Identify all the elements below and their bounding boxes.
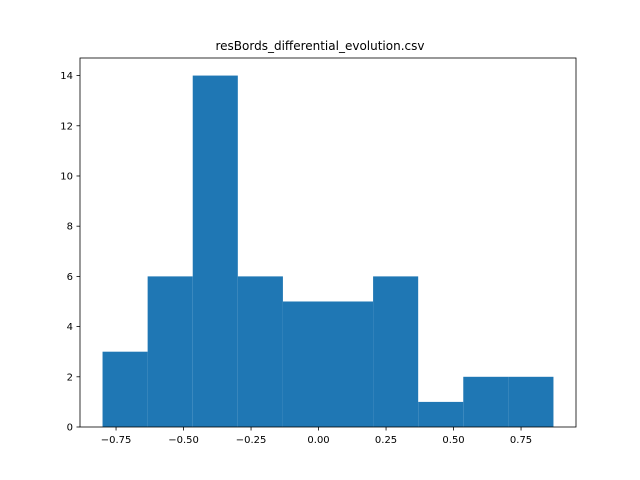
x-tick-label: 0.75: [510, 435, 532, 446]
histogram-bar: [192, 75, 238, 428]
y-tick-label: 8: [67, 222, 73, 233]
y-tick-label: 2: [67, 372, 73, 383]
x-tick-label: 0.25: [375, 435, 397, 446]
y-tick-label: 14: [60, 71, 73, 82]
histogram-bar: [328, 301, 374, 427]
x-axis-ticks: −0.75 −0.50 −0.25 0.00 0.25 0.50 0.75: [101, 427, 532, 446]
y-axis-ticks: 0 2 4 6 8 10 12 14: [60, 71, 80, 434]
histogram-bar: [373, 276, 419, 427]
histogram-bar: [463, 376, 509, 427]
y-tick-label: 10: [60, 171, 73, 182]
histogram-bar: [237, 276, 283, 427]
histogram-bar: [282, 301, 328, 427]
x-tick-label: −0.50: [168, 435, 199, 446]
y-tick-label: 6: [67, 272, 73, 283]
x-tick-label: 0.50: [442, 435, 464, 446]
histogram-bar: [147, 276, 193, 427]
x-tick-label: 0.00: [307, 435, 329, 446]
histogram-bar: [508, 376, 554, 427]
x-tick-label: −0.25: [236, 435, 267, 446]
y-tick-label: 12: [60, 121, 73, 132]
histogram-bar: [418, 401, 464, 427]
y-tick-label: 0: [67, 423, 73, 434]
histogram-bar: [102, 351, 148, 427]
y-tick-label: 4: [67, 322, 73, 333]
plot-frame: [79, 57, 577, 428]
x-tick-label: −0.75: [101, 435, 132, 446]
chart-title: resBords_differential_evolution.csv: [216, 39, 425, 53]
histogram-bars: [102, 75, 554, 428]
